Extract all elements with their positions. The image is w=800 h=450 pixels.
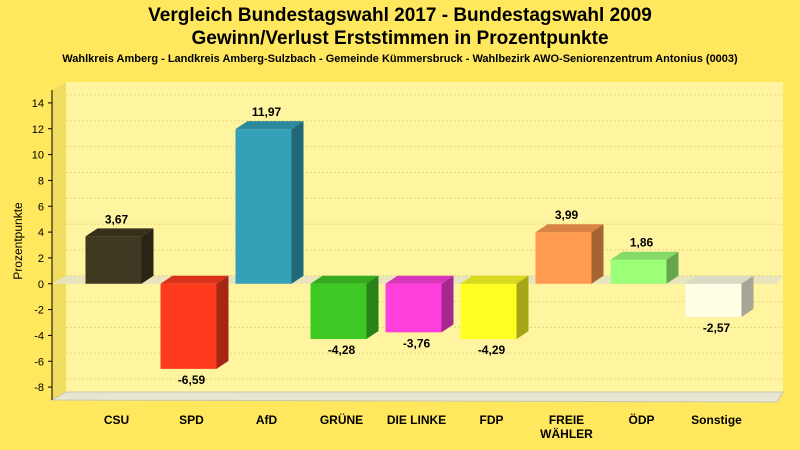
bar-top — [160, 275, 229, 284]
value-label: 1,86 — [630, 236, 654, 250]
y-tick-label: 0 — [38, 279, 44, 291]
category-label: DIE LINKE — [387, 413, 446, 427]
plot-left-wall — [52, 82, 66, 400]
bar-side — [366, 275, 379, 340]
bar — [85, 228, 154, 284]
bar-side — [666, 251, 679, 284]
bar-top — [385, 275, 454, 284]
x-axis: CSU SPD AfD GRÜNE DIE LINKE FDP FREIE WÄHLER ÖDP… — [104, 412, 742, 441]
bar-front — [160, 283, 217, 369]
bar-front — [385, 283, 442, 333]
bar-front — [310, 283, 367, 340]
value-label: 11,97 — [252, 105, 282, 119]
bar — [685, 275, 754, 317]
bar-front — [535, 232, 592, 284]
bar-top — [610, 251, 679, 260]
y-tick-label: 6 — [38, 201, 44, 213]
y-tick-label: -8 — [34, 382, 44, 394]
y-axis: -8 -6 -4 -2 0 2 4 6 8 10 12 14 — [32, 90, 53, 400]
bar — [235, 121, 304, 284]
y-tick-label: 10 — [32, 150, 44, 162]
bar-side — [741, 275, 754, 317]
y-tick-label: -6 — [34, 356, 44, 368]
y-axis-label: Prozentpunkte — [11, 202, 25, 280]
bar — [310, 275, 379, 340]
bar — [160, 275, 229, 369]
bar-top — [310, 275, 379, 284]
bar-top — [460, 275, 529, 284]
value-label: -3,76 — [403, 336, 431, 350]
value-label: -6,59 — [178, 373, 206, 387]
bar-side — [291, 121, 304, 284]
bar-side — [591, 224, 604, 284]
category-label: ÖDP — [628, 412, 654, 427]
bar-side — [441, 275, 454, 333]
value-label: -4,28 — [328, 343, 356, 357]
value-label: -2,57 — [703, 321, 731, 335]
bar-top — [85, 228, 154, 237]
bars — [85, 121, 754, 369]
category-label: CSU — [104, 413, 129, 427]
y-tick-label: -2 — [34, 305, 44, 317]
value-label: 3,67 — [105, 212, 129, 226]
bar-top — [235, 121, 304, 130]
y-tick-label: 2 — [38, 253, 44, 265]
bar-side — [141, 228, 154, 284]
value-labels: 3,67 -6,59 11,97 -4,28 -3,76 -4,29 3,99 1,86 -2,… — [105, 105, 731, 387]
bar — [385, 275, 454, 333]
category-label: Sonstige — [691, 413, 742, 427]
category-label: FREIE WÄHLER — [540, 413, 593, 441]
bar-top — [685, 275, 754, 284]
bar-top — [535, 224, 604, 233]
y-tick-label: 4 — [38, 227, 44, 239]
y-tick-label: 14 — [32, 98, 44, 110]
bar-side — [216, 275, 229, 369]
bar-side — [516, 275, 529, 340]
bar — [610, 251, 679, 284]
bar-front — [610, 259, 667, 284]
bar — [535, 224, 604, 284]
category-label: GRÜNE — [320, 412, 363, 427]
y-tick-label: 8 — [38, 175, 44, 187]
chart-title: Vergleich Bundestagswahl 2017 - Bundesta… — [148, 5, 652, 26]
chart-title-line2: Gewinn/Verlust Erststimmen in Prozentpun… — [191, 28, 609, 49]
bar-front — [460, 283, 517, 340]
category-label: FDP — [480, 413, 504, 427]
y-tick-label: 12 — [32, 124, 44, 136]
plot-floor — [50, 391, 784, 403]
category-label: SPD — [179, 413, 204, 427]
bar-front — [235, 129, 292, 284]
category-label: AfD — [256, 413, 278, 427]
y-tick-label: -4 — [34, 330, 44, 342]
chart-subtitle: Wahlkreis Amberg - Landkreis Amberg-Sulz… — [62, 53, 738, 65]
bar — [460, 275, 529, 340]
bar-front — [85, 236, 142, 284]
value-label: -4,29 — [478, 343, 506, 357]
value-label: 3,99 — [555, 208, 579, 222]
bar-front — [685, 283, 742, 317]
